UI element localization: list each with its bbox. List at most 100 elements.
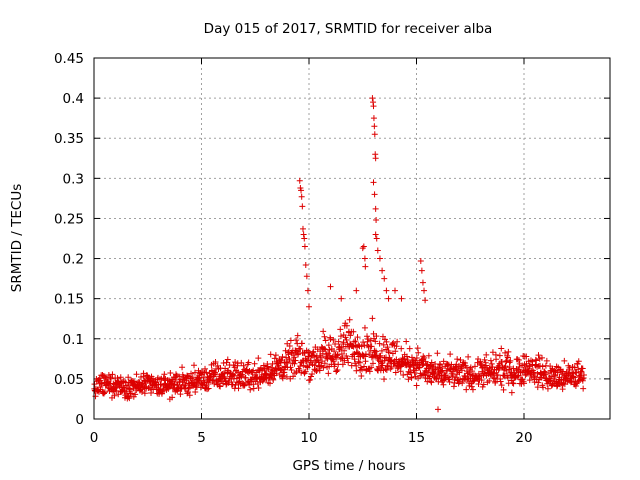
data-point bbox=[238, 371, 245, 378]
data-point bbox=[300, 231, 307, 238]
data-point bbox=[232, 381, 239, 388]
data-point bbox=[297, 363, 304, 370]
data-point bbox=[371, 191, 378, 198]
data-point bbox=[537, 362, 544, 369]
data-point bbox=[350, 328, 357, 335]
data-point bbox=[185, 385, 192, 392]
data-point bbox=[172, 376, 179, 383]
data-point bbox=[506, 363, 513, 370]
data-point bbox=[380, 341, 387, 348]
data-point bbox=[232, 359, 239, 366]
data-point bbox=[191, 362, 198, 369]
data-point bbox=[165, 385, 172, 392]
data-point bbox=[469, 368, 476, 375]
data-point bbox=[242, 374, 249, 381]
data-point bbox=[575, 366, 582, 373]
data-point bbox=[515, 357, 522, 364]
data-point bbox=[125, 374, 132, 381]
data-point bbox=[341, 347, 348, 354]
data-point bbox=[372, 231, 379, 238]
data-point bbox=[331, 348, 338, 355]
data-point bbox=[222, 365, 229, 372]
data-point bbox=[371, 123, 378, 130]
data-point bbox=[132, 391, 139, 398]
data-point bbox=[107, 375, 114, 382]
x-tick-label: 5 bbox=[197, 430, 206, 446]
data-point bbox=[459, 380, 466, 387]
data-point bbox=[521, 380, 528, 387]
data-point bbox=[320, 364, 327, 371]
data-point bbox=[156, 376, 163, 383]
data-point bbox=[295, 350, 302, 357]
data-point bbox=[438, 368, 445, 375]
data-point bbox=[223, 359, 230, 366]
data-point bbox=[471, 363, 478, 370]
data-point bbox=[149, 375, 156, 382]
data-point bbox=[97, 377, 104, 384]
data-point bbox=[202, 365, 209, 372]
data-point bbox=[366, 368, 373, 375]
data-point bbox=[422, 297, 429, 304]
data-point bbox=[355, 342, 362, 349]
data-point bbox=[298, 340, 305, 347]
data-point bbox=[468, 383, 475, 390]
data-point bbox=[356, 359, 363, 366]
data-point bbox=[277, 359, 284, 366]
data-point bbox=[304, 287, 311, 294]
data-point bbox=[245, 359, 252, 366]
data-point bbox=[489, 349, 496, 356]
data-point bbox=[212, 370, 219, 377]
x-tick-label: 20 bbox=[515, 430, 532, 446]
data-point bbox=[281, 369, 288, 376]
data-point bbox=[406, 345, 413, 352]
data-point bbox=[204, 386, 211, 393]
data-point bbox=[500, 386, 507, 393]
data-point bbox=[416, 364, 423, 371]
data-point bbox=[546, 375, 553, 382]
data-point bbox=[434, 350, 441, 357]
plot-frame bbox=[93, 57, 611, 420]
data-point bbox=[224, 369, 231, 376]
data-point bbox=[500, 372, 507, 379]
data-point bbox=[354, 334, 361, 341]
data-point bbox=[526, 362, 533, 369]
data-point bbox=[372, 155, 379, 162]
data-point bbox=[342, 334, 349, 341]
data-point bbox=[287, 364, 294, 371]
data-point bbox=[400, 371, 407, 378]
data-point bbox=[554, 382, 561, 389]
data-point bbox=[260, 362, 267, 369]
data-point bbox=[369, 360, 376, 367]
data-point bbox=[322, 337, 329, 344]
data-point bbox=[458, 367, 465, 374]
data-point bbox=[444, 367, 451, 374]
data-point bbox=[306, 303, 312, 310]
data-point bbox=[435, 406, 441, 413]
x-axis-label: GPS time / hours bbox=[292, 458, 405, 474]
data-point bbox=[561, 357, 568, 364]
data-point bbox=[539, 363, 546, 370]
data-point bbox=[428, 359, 435, 366]
data-point bbox=[504, 374, 511, 381]
data-point bbox=[291, 360, 298, 367]
data-point bbox=[369, 95, 376, 102]
data-point bbox=[336, 346, 343, 353]
chart-title: Day 015 of 2017, SRMTID for receiver alb… bbox=[204, 21, 493, 37]
data-point bbox=[311, 353, 318, 360]
data-point bbox=[478, 377, 485, 384]
data-point bbox=[293, 337, 300, 344]
data-point bbox=[225, 367, 232, 374]
data-point bbox=[353, 287, 360, 294]
data-point bbox=[337, 333, 344, 340]
data-point bbox=[428, 379, 435, 386]
data-point bbox=[486, 365, 493, 372]
data-point bbox=[298, 187, 305, 194]
data-point bbox=[509, 380, 516, 387]
data-point bbox=[370, 103, 377, 110]
data-point bbox=[373, 235, 380, 242]
data-point bbox=[317, 354, 324, 361]
data-point bbox=[403, 338, 410, 345]
data-point bbox=[418, 357, 425, 364]
data-point bbox=[340, 339, 347, 346]
